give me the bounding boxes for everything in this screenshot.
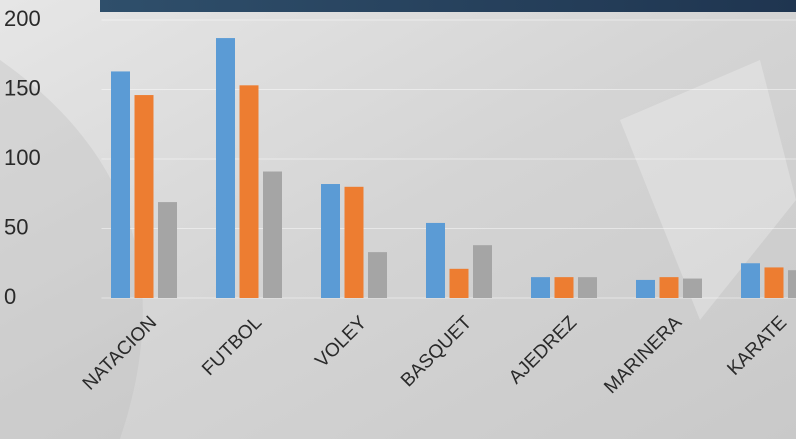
bar	[449, 268, 469, 298]
y-tick-label: 200	[4, 6, 41, 31]
y-tick-label: 0	[4, 284, 16, 309]
y-tick-label: 50	[4, 214, 28, 239]
bar	[578, 277, 597, 298]
bar	[741, 263, 760, 298]
bar	[216, 38, 235, 298]
bar	[764, 267, 784, 298]
y-tick-label: 150	[4, 75, 41, 100]
bar	[788, 270, 796, 298]
bar	[683, 278, 702, 298]
bar	[659, 277, 679, 298]
bar	[368, 252, 387, 298]
bar	[134, 95, 154, 298]
bar	[636, 279, 655, 298]
y-tick-label: 100	[4, 145, 41, 170]
bar	[263, 171, 282, 298]
background-shape	[620, 60, 796, 320]
bar	[554, 277, 574, 298]
bar	[473, 245, 492, 298]
background-shape	[0, 60, 143, 439]
bar	[158, 202, 177, 298]
bar	[111, 71, 130, 299]
header-band	[100, 0, 796, 12]
bar	[321, 184, 340, 298]
bar	[239, 85, 259, 298]
bar	[426, 222, 445, 298]
bar	[531, 277, 550, 298]
bar	[344, 186, 364, 298]
